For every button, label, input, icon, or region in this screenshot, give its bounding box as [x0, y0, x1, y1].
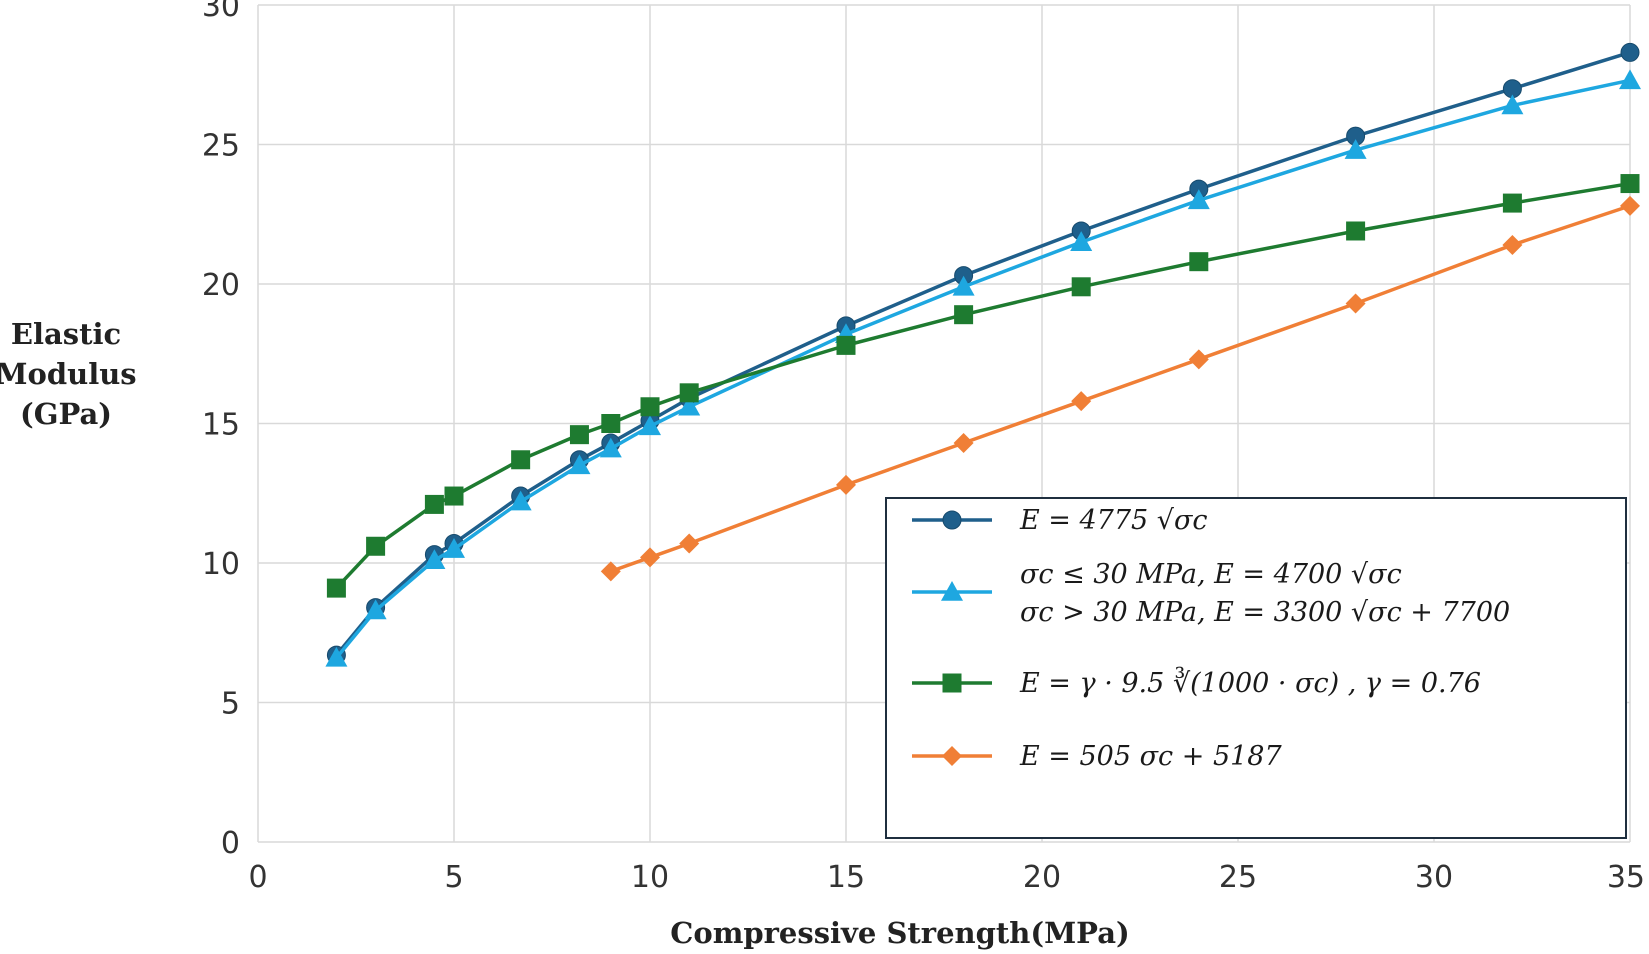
- data-point: [836, 335, 856, 355]
- y-tick-label: 5: [221, 687, 240, 722]
- data-point: [1187, 189, 1210, 210]
- legend-entry-4: E = 505 σc + 5187: [912, 741, 1282, 772]
- x-tick-label: 20: [1023, 860, 1061, 895]
- data-point: [954, 305, 974, 325]
- data-point: [568, 454, 591, 475]
- data-point: [511, 450, 531, 470]
- legend-label: E = γ · 9.5 ∛(1000 · σc) , γ = 0.76: [1019, 666, 1481, 699]
- data-point: [601, 414, 621, 433]
- series-3-line: [335, 181, 1631, 590]
- legend-entry-3: E = γ · 9.5 ∛(1000 · σc) , γ = 0.76: [912, 666, 1481, 699]
- data-point: [952, 275, 975, 296]
- legend-swatch-marker: [941, 581, 963, 601]
- y-axis-ticks: 0 5 10 15 20 25 30: [202, 0, 240, 861]
- data-point: [444, 486, 464, 506]
- legend-box: [885, 497, 1627, 839]
- data-point: [423, 549, 446, 570]
- data-point: [509, 490, 532, 511]
- data-point: [364, 599, 387, 620]
- data-point: [953, 433, 974, 454]
- legend-entry-1: E = 4775 √σc: [912, 505, 1208, 536]
- x-axis-ticks: 0 5 10 15 20 25 30 35: [248, 860, 1645, 895]
- data-point: [1070, 231, 1093, 251]
- x-tick-label: 5: [444, 860, 463, 895]
- data-point: [679, 533, 700, 554]
- legend-swatch-marker: [942, 673, 962, 693]
- legend-label: E = 505 σc + 5187: [1019, 741, 1282, 772]
- data-point: [326, 578, 346, 598]
- data-point: [679, 383, 699, 403]
- x-axis-title: Compressive Strength(MPa): [670, 916, 1129, 950]
- data-point: [325, 646, 348, 667]
- data-point: [1619, 69, 1641, 90]
- data-point: [1501, 94, 1524, 115]
- data-point: [443, 538, 465, 558]
- data-point: [639, 415, 661, 436]
- data-point: [569, 425, 589, 445]
- y-tick-label: 25: [202, 129, 240, 164]
- data-point: [1345, 293, 1366, 314]
- series-4: [600, 195, 1640, 582]
- data-point: [1344, 139, 1367, 159]
- data-point: [1071, 277, 1091, 297]
- y-tick-label: 30: [202, 0, 240, 24]
- y-tick-label: 20: [202, 268, 240, 303]
- series-group: [325, 42, 1641, 667]
- y-tick-label: 15: [202, 408, 240, 443]
- data-point: [1502, 193, 1522, 213]
- data-point: [1502, 234, 1523, 255]
- legend-swatch-marker: [942, 510, 962, 530]
- series-2-line: [335, 78, 1631, 659]
- y-axis-title-line-1: Elastic: [11, 317, 121, 351]
- legend-label: σc > 30 MPa, E = 3300 √σc + 7700: [1020, 597, 1510, 628]
- y-axis-title-line-2: Modulus: [0, 357, 137, 391]
- data-point: [1189, 252, 1209, 272]
- data-point: [1188, 349, 1209, 370]
- y-tick-label: 10: [202, 547, 240, 582]
- data-point: [1620, 42, 1640, 62]
- data-point: [1620, 174, 1640, 194]
- data-point: [678, 395, 701, 416]
- x-tick-label: 0: [248, 860, 267, 895]
- data-point: [1071, 391, 1092, 412]
- x-tick-label: 25: [1219, 860, 1257, 895]
- legend-entry-2: σc ≤ 30 MPa, E = 4700 √σc σc > 30 MPa, E …: [912, 559, 1510, 628]
- legend-label: σc ≤ 30 MPa, E = 4700 √σc: [1020, 559, 1402, 590]
- data-point: [424, 494, 444, 514]
- series-3: [326, 174, 1640, 598]
- data-point: [599, 437, 622, 458]
- series-4-line: [610, 204, 1631, 574]
- x-tick-label: 15: [827, 860, 865, 895]
- legend-label: E = 4775 √σc: [1019, 505, 1208, 536]
- data-point: [600, 561, 621, 582]
- y-tick-label: 0: [221, 826, 240, 861]
- data-point: [836, 474, 856, 495]
- data-point: [1620, 195, 1640, 216]
- x-tick-label: 30: [1415, 860, 1453, 895]
- y-axis-title-line-3: (GPa): [20, 397, 112, 431]
- legend-swatch-marker: [942, 746, 962, 766]
- series-1-line: [335, 50, 1631, 657]
- x-tick-label: 10: [631, 860, 669, 895]
- data-point: [640, 397, 660, 417]
- data-point: [1346, 221, 1366, 241]
- data-point: [640, 547, 660, 568]
- data-point: [366, 536, 386, 556]
- x-tick-label: 35: [1607, 860, 1645, 895]
